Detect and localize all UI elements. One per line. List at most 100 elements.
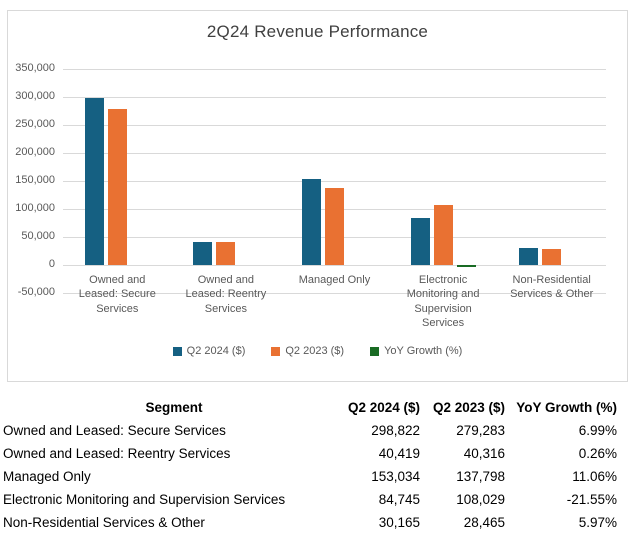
segment-data-table: Segment Q2 2024 ($) Q2 2023 ($) YoY Grow… xyxy=(0,396,640,534)
bar-slot xyxy=(519,69,539,293)
bar-yoy-growth xyxy=(456,265,476,267)
y-axis-tick-label: 200,000 xyxy=(15,146,55,158)
bar-slot xyxy=(84,69,104,293)
y-axis-tick-label: 0 xyxy=(48,258,55,270)
cell-segment: Owned and Leased: Secure Services xyxy=(3,423,226,438)
cell-q2-2024: 40,419 xyxy=(378,446,420,461)
gridline xyxy=(63,125,606,126)
header-yoy-growth: YoY Growth (%) xyxy=(516,400,617,415)
bar-group: Owned and Leased: Secure Services xyxy=(63,69,172,315)
x-axis-category-label: Managed Only xyxy=(298,274,371,286)
bar-group: Owned and Leased: Reentry Services xyxy=(172,69,281,315)
bar-q2-2024 xyxy=(301,179,321,265)
y-axis-tick-label: 100,000 xyxy=(15,202,55,214)
bar-group: Non-Residential Services & Other xyxy=(497,69,606,300)
gridline xyxy=(63,153,606,154)
bar-slot xyxy=(565,69,584,293)
x-axis-category-label: Electronic Monitoring and Supervision Se… xyxy=(406,274,480,329)
bar-slot xyxy=(456,69,476,293)
legend-swatch-icon xyxy=(172,346,182,356)
x-axis-category-label: Owned and Leased: Reentry Services xyxy=(185,274,267,315)
cell-q2-2023: 279,283 xyxy=(456,423,505,438)
bar-q2-2024 xyxy=(193,242,213,265)
header-segment: Segment xyxy=(145,400,203,415)
legend-swatch-icon xyxy=(271,346,281,356)
table-row: Electronic Monitoring and Supervision Se… xyxy=(0,488,640,511)
plot-area: 350,000 300,000 250,000 200,000 150,000 100,0… xyxy=(15,62,606,329)
gridline xyxy=(63,265,606,266)
bar-slot xyxy=(348,69,367,293)
legend-label: Q2 2024 ($) xyxy=(186,345,246,357)
y-axis-tick-label: 300,000 xyxy=(15,90,55,102)
cell-yoy: 0.26% xyxy=(578,446,617,461)
cell-q2-2023: 137,798 xyxy=(456,469,505,484)
cell-q2-2023: 108,029 xyxy=(456,492,505,507)
cell-q2-2023: 28,465 xyxy=(463,515,505,530)
x-axis-category-label: Owned and Leased: Secure Services xyxy=(78,274,156,315)
bar-columns xyxy=(497,69,606,293)
cell-yoy: 11.06% xyxy=(572,469,617,484)
y-axis-tick-label: -50,000 xyxy=(17,286,55,298)
header-q2-2024: Q2 2024 ($) xyxy=(347,400,420,415)
cell-yoy: 5.97% xyxy=(578,515,617,530)
bar-slot xyxy=(410,69,430,293)
bar-slot xyxy=(239,69,258,293)
bar-columns xyxy=(280,69,389,293)
revenue-chart-card: 2Q24 Revenue Performance 350,000 300,000 2… xyxy=(7,10,628,382)
bar-slot xyxy=(216,69,236,293)
table-row: Owned and Leased: Secure Services 298,82… xyxy=(0,419,640,442)
legend-swatch-icon xyxy=(370,346,380,356)
bar-q2-2023 xyxy=(542,249,562,265)
bar-columns xyxy=(389,69,498,293)
legend-item: YoY Growth (%) xyxy=(370,345,462,357)
legend-item: Q2 2023 ($) xyxy=(271,345,344,357)
y-axis-tick-label: 150,000 xyxy=(15,174,55,186)
table-row: Owned and Leased: Reentry Services 40,41… xyxy=(0,442,640,465)
cell-yoy: 6.99% xyxy=(578,423,617,438)
bar-q2-2024 xyxy=(410,217,430,265)
bar-group: Electronic Monitoring and Supervision Se… xyxy=(389,69,498,329)
bar-slot xyxy=(324,69,344,293)
gridline xyxy=(63,181,606,182)
cell-segment: Electronic Monitoring and Supervision Se… xyxy=(3,492,286,507)
y-axis-tick-label: 50,000 xyxy=(21,230,55,242)
bar-slot xyxy=(433,69,453,293)
chart-legend: Q2 2024 ($) Q2 2023 ($) YoY Growth (%) xyxy=(8,345,627,357)
cell-q2-2023: 40,316 xyxy=(463,446,505,461)
bar-slot xyxy=(131,69,150,293)
cell-q2-2024: 153,034 xyxy=(371,469,420,484)
bar-columns xyxy=(172,69,281,293)
bar-q2-2023 xyxy=(433,204,453,265)
bar-q2-2024 xyxy=(519,248,539,265)
table-header-row: Segment Q2 2024 ($) Q2 2023 ($) YoY Grow… xyxy=(0,396,640,419)
bar-slot xyxy=(542,69,562,293)
bar-slot xyxy=(107,69,127,293)
cell-q2-2024: 30,165 xyxy=(378,515,420,530)
y-axis-tick-label: 250,000 xyxy=(15,118,55,130)
bar-slot xyxy=(301,69,321,293)
cell-segment: Owned and Leased: Reentry Services xyxy=(3,446,231,461)
cell-q2-2024: 298,822 xyxy=(371,423,420,438)
bar-q2-2023 xyxy=(216,242,236,265)
bar-columns xyxy=(63,69,172,293)
table-row: Managed Only 153,034 137,798 11.06% xyxy=(0,465,640,488)
gridline xyxy=(63,69,606,70)
bar-q2-2023 xyxy=(324,187,344,265)
y-axis-tick-label: 350,000 xyxy=(15,62,55,74)
bar-group: Managed Only xyxy=(280,69,389,293)
bar-q2-2023 xyxy=(107,108,127,265)
bar-groups: Owned and Leased: Secure Services Owned a… xyxy=(63,69,606,329)
cell-segment: Managed Only xyxy=(3,469,91,484)
bar-slot xyxy=(193,69,213,293)
legend-label: YoY Growth (%) xyxy=(384,345,463,357)
x-axis-category-label: Non-Residential Services & Other xyxy=(510,274,594,301)
gridline xyxy=(63,97,606,98)
table-row: Non-Residential Services & Other 30,165 … xyxy=(0,511,640,534)
legend-label: Q2 2023 ($) xyxy=(285,345,345,357)
chart-title: 2Q24 Revenue Performance xyxy=(206,22,429,41)
cell-segment: Non-Residential Services & Other xyxy=(3,515,205,530)
gridline xyxy=(63,293,606,294)
header-q2-2023: Q2 2023 ($) xyxy=(432,400,505,415)
bar-q2-2024 xyxy=(84,97,104,265)
cell-yoy: -21.55% xyxy=(566,492,617,507)
